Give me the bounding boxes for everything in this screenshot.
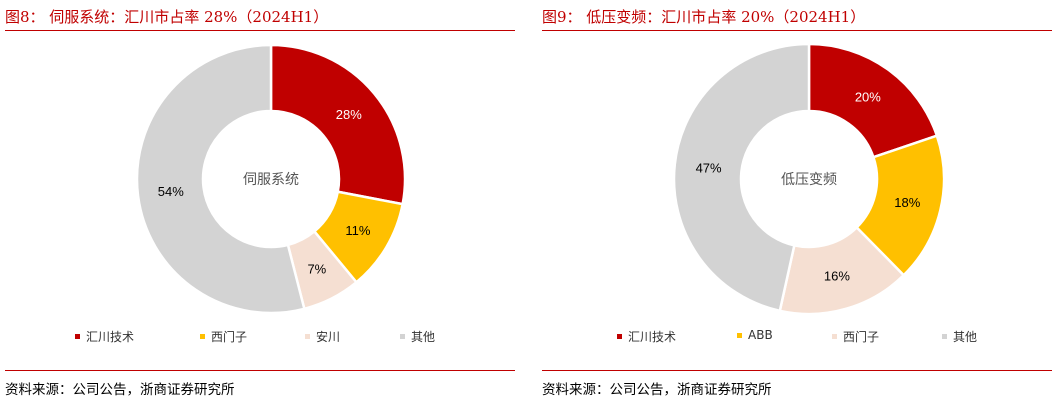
legend-item: 其他 <box>942 328 977 345</box>
legend-swatch <box>617 334 622 339</box>
legend-label: 汇川技术 <box>628 330 677 344</box>
legend-label: 西门子 <box>843 330 880 344</box>
legend-label: 其他 <box>411 330 436 344</box>
slice-data-label: 20% <box>855 89 881 104</box>
legend-label: 汇川技术 <box>86 330 135 344</box>
slice-4 <box>672 42 811 313</box>
legend-item: 西门子 <box>200 328 247 345</box>
slice-data-label: 16% <box>824 269 850 284</box>
legend-swatch <box>75 334 80 339</box>
source-note: 资料来源：公司公告，浙商证券研究所 <box>5 382 235 398</box>
footer-rule <box>5 370 515 371</box>
slice-4 <box>135 43 306 315</box>
legend-item: 汇川技术 <box>617 328 676 345</box>
title-rule <box>542 30 1052 31</box>
slice-data-label: 47% <box>696 161 722 176</box>
slice-data-label: 18% <box>894 195 920 210</box>
slice-data-label: 7% <box>307 261 326 276</box>
donut-chart-vfd: 20% 18% 16% 47% 低压变频 <box>672 42 946 316</box>
legend-label: 安川 <box>316 330 341 344</box>
chart-legend: 汇川技术 西门子 安川 其他 <box>5 328 515 346</box>
legend-label: ABB <box>748 328 773 342</box>
legend-item: 汇川技术 <box>75 328 134 345</box>
legend-item: 安川 <box>305 328 340 345</box>
footer-rule <box>542 370 1052 371</box>
figure-title: 图9： 低压变频：汇川市占率 20%（2024H1） <box>542 8 866 26</box>
figure-9-panel: 图9： 低压变频：汇川市占率 20%（2024H1） 20% 18% 16% 47% 低… <box>542 0 1052 402</box>
title-rule <box>5 30 515 31</box>
legend-swatch <box>400 334 405 339</box>
figure-8-panel: 图8： 伺服系统：汇川市占率 28%（2024H1） 28% 11% 7% 54% 伺服… <box>5 0 515 402</box>
legend-swatch <box>942 334 947 339</box>
slice-data-label: 11% <box>345 223 370 238</box>
chart-legend: 汇川技术 ABB 西门子 其他 <box>542 328 1052 346</box>
legend-swatch <box>832 334 837 339</box>
donut-center-label: 伺服系统 <box>243 172 299 188</box>
donut-center-label: 低压变频 <box>781 172 837 188</box>
legend-swatch <box>200 334 205 339</box>
source-note: 资料来源：公司公告，浙商证券研究所 <box>542 382 772 398</box>
legend-swatch <box>737 332 742 338</box>
legend-label: 其他 <box>953 330 978 344</box>
legend-swatch <box>305 334 310 339</box>
legend-item: 西门子 <box>832 328 879 345</box>
donut-chart-servo: 28% 11% 7% 54% 伺服系统 <box>135 43 407 315</box>
legend-item: ABB <box>737 328 773 342</box>
legend-item: 其他 <box>400 328 435 345</box>
figure-title: 图8： 伺服系统：汇川市占率 28%（2024H1） <box>5 8 329 26</box>
slice-data-label: 54% <box>158 184 184 199</box>
slice-1 <box>807 42 939 159</box>
legend-label: 西门子 <box>211 330 248 344</box>
slice-data-label: 28% <box>336 107 362 122</box>
slice-1 <box>269 43 407 206</box>
